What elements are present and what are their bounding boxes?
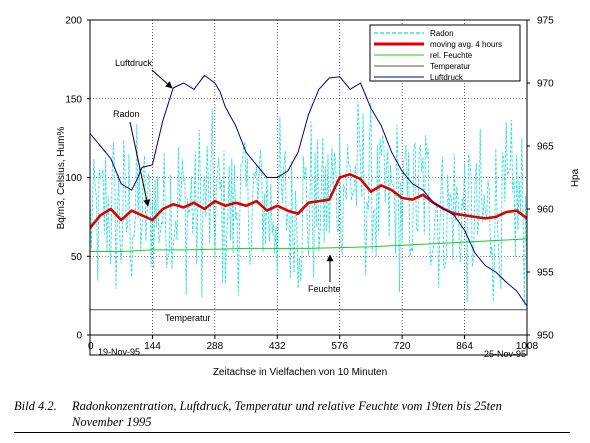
x-tick-label: 720	[394, 341, 411, 352]
grid	[90, 20, 527, 335]
start-date-label: 19-Nov-95	[98, 347, 140, 357]
annotation-radon-arrow	[129, 121, 151, 207]
legend-radon: Radon	[430, 29, 454, 38]
legend: Radon moving avg. 4 hours rel. Feuchte T…	[369, 24, 521, 82]
caption-text-line2: November 1995	[72, 415, 152, 429]
y-right-tick-label: 965	[537, 142, 554, 153]
y-axis-left-label: Bq/m3, Celsius, Hum%	[56, 126, 67, 229]
y-left-tick-label: 100	[65, 173, 82, 184]
plot-frame	[89, 19, 528, 356]
annotation-luftdruck: Luftdruck	[115, 58, 153, 68]
annotations: Luftdruck Radon Feuchte Temperatur	[113, 58, 341, 323]
y-right-tick-label: 950	[537, 331, 554, 342]
end-date-label: 25-Nov-95	[484, 349, 526, 359]
x-tick-label: 1008	[516, 341, 539, 352]
annotation-temperatur: Temperatur	[165, 313, 211, 323]
y-left-tick-label: 50	[71, 252, 83, 263]
chart-canvas: 0 144 288 432 576 720 864 1008 0 50 100 150 200 950 95…	[56, 16, 581, 379]
series-luftdruck	[90, 74, 527, 307]
legend-temperature: Temperatur	[430, 62, 471, 71]
series-rel-feuchte	[90, 238, 527, 252]
y-left-tick-label: 150	[65, 94, 82, 105]
axis-ticks: 0 144 288 432 576 720 864 1008 0 50 100 150 200 950 95…	[65, 16, 554, 353]
caption-rule	[14, 432, 570, 433]
legend-humidity: rel. Feuchte	[430, 51, 473, 60]
x-tick-label: 0	[88, 341, 94, 352]
series-radon	[90, 101, 527, 305]
y-left-tick-label: 200	[65, 16, 82, 27]
annotation-radon: Radon	[113, 109, 140, 119]
y-left-tick-label: 0	[76, 331, 82, 342]
x-tick-label: 576	[331, 341, 348, 352]
figure-caption: Bild 4.2. Radonkonzentration, Luftdruck, …	[14, 398, 570, 430]
annotation-feuchte: Feuchte	[308, 284, 341, 294]
x-tick-label: 864	[456, 341, 473, 352]
series-moving-avg-4-hours	[90, 173, 527, 229]
y-right-tick-label: 955	[537, 268, 554, 279]
legend-pressure: Luftdruck	[430, 73, 464, 82]
caption-label: Bild 4.2.	[14, 399, 57, 413]
legend-box	[369, 24, 521, 82]
caption-text-line1: Radonkonzentration, Luftdruck, Temperatu…	[72, 399, 502, 413]
x-tick-label: 144	[144, 341, 161, 352]
y-right-tick-label: 975	[537, 16, 554, 27]
x-tick-label: 432	[269, 341, 286, 352]
series-layer	[90, 74, 527, 311]
y-axis-right-label: Hpa	[570, 168, 581, 187]
x-axis-label: Zeitachse in Vielfachen von 10 Minuten	[213, 367, 387, 378]
x-tick-label: 288	[207, 341, 224, 352]
y-right-tick-label: 960	[537, 205, 554, 216]
annotation-luftdruck-arrow	[151, 69, 173, 89]
y-right-tick-label: 970	[537, 79, 554, 90]
legend-moving-avg: moving avg. 4 hours	[430, 40, 502, 49]
